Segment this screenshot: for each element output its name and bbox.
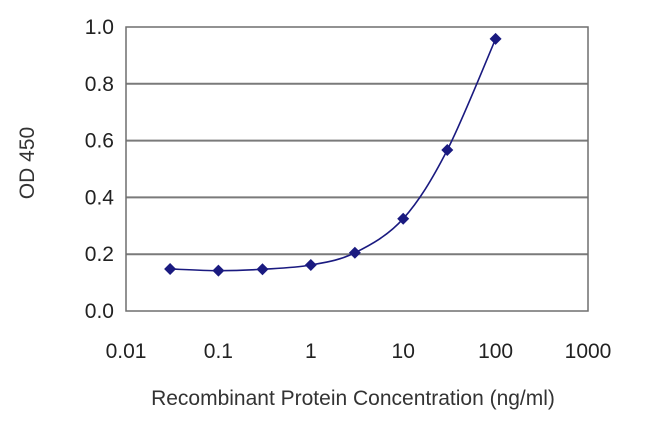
y-tick-label: 0.6	[85, 130, 114, 153]
y-tick-label: 0.8	[85, 73, 114, 96]
x-tick-label: 100	[478, 340, 513, 363]
series-layer	[164, 32, 502, 277]
y-tick-label: 0.4	[85, 186, 115, 209]
y-axis-ticks: 0.0 0.2 0.4 0.6 0.8 1.0	[85, 16, 115, 323]
data-point	[441, 143, 454, 156]
data-point	[212, 264, 225, 277]
data-point	[256, 263, 269, 276]
plot-frame	[125, 26, 589, 312]
y-axis-title: OD 450	[16, 127, 39, 199]
x-tick-label: 0.1	[204, 340, 233, 363]
data-point	[164, 262, 177, 275]
data-point	[348, 246, 361, 259]
y-tick-label: 1.0	[85, 16, 114, 39]
x-tick-label: 10	[392, 340, 415, 363]
data-point	[489, 32, 502, 45]
x-tick-label: 1000	[565, 340, 612, 363]
data-point	[304, 258, 317, 271]
x-axis-title: Recombinant Protein Concentration (ng/ml…	[151, 387, 555, 410]
x-axis-ticks: 0.01 0.1 1 10 100 1000	[106, 340, 612, 363]
x-tick-label: 0.01	[106, 340, 147, 363]
y-tick-label: 0.2	[85, 243, 114, 266]
y-tick-label: 0.0	[85, 300, 114, 323]
x-tick-label: 1	[305, 340, 317, 363]
grid-lines	[126, 82, 588, 256]
data-point	[397, 212, 410, 225]
